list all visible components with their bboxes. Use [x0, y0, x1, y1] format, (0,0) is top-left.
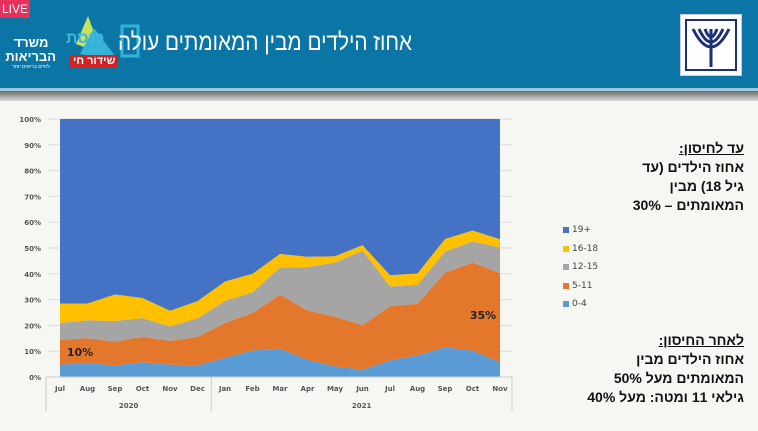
live-broadcast-label: שידור חי — [70, 55, 119, 67]
legend-item: 0-4 — [563, 295, 598, 314]
y-tick-label: 10% — [24, 348, 41, 356]
x-tick-label: Dec — [190, 385, 205, 393]
legend-item: 19+ — [563, 221, 598, 240]
area-series-12-15 — [60, 241, 500, 342]
y-tick-label: 0% — [29, 374, 41, 382]
y-tick-label: 60% — [24, 219, 41, 227]
legend-label: 12-15 — [572, 262, 599, 273]
area-series-0-4 — [60, 347, 500, 377]
header-banner — [0, 0, 758, 88]
x-tick-label: Feb — [245, 385, 259, 393]
page-title-container: אחוז הילדים מבין המאומתים עולה — [118, 28, 412, 60]
legend-swatch — [563, 264, 569, 271]
y-tick-label: 50% — [24, 245, 41, 253]
knesset-channel-logo — [76, 16, 140, 60]
note-after-vaccine: לאחר החיסון: אחוז הילדים מבין המאומתים מ… — [587, 331, 744, 407]
x-tick-label: Aug — [410, 385, 425, 393]
legend-item: 12-15 — [563, 258, 598, 277]
note-line: המאומתים – 30% — [632, 197, 744, 213]
x-tick-label: Nov — [162, 385, 178, 393]
y-tick-label: 90% — [24, 142, 41, 150]
legend-swatch — [563, 245, 569, 252]
data-annotation: 10% — [67, 346, 93, 359]
x-tick-label: Oct — [136, 385, 150, 393]
live-badge: LIVE — [0, 0, 30, 18]
x-tick-label: Nov — [492, 385, 508, 393]
ministry-logo-tagline: לחיים בריאים יותר — [12, 64, 50, 70]
legend-label: 5-11 — [572, 280, 593, 291]
header-divider — [0, 88, 758, 91]
x-tick-label: Apr — [301, 385, 315, 393]
knesset-channel-logo-text: כנסת — [66, 30, 105, 47]
legend-item: 5-11 — [563, 277, 598, 296]
x-tick-label: Mar — [272, 385, 288, 393]
legend-swatch — [563, 301, 569, 308]
x-tick-label: Jul — [384, 385, 395, 393]
legend-label: 16-18 — [572, 243, 599, 254]
note-before-vaccine: עד לחיסון: אחוז הילדים (עד גיל 18) מבין … — [633, 139, 744, 215]
note-line: המאומתים מעל 50% — [613, 370, 744, 386]
legend-swatch — [563, 282, 569, 289]
x-group-label: 2020 — [119, 402, 139, 410]
note-line: אחוז הילדים מבין — [636, 351, 744, 367]
note-line: אחוז הילדים (עד — [642, 159, 744, 175]
area-series-5-11 — [60, 262, 500, 370]
page-title: אחוז הילדים מבין המאומתים עולה — [117, 29, 412, 56]
x-tick-label: Jun — [355, 385, 369, 393]
ministry-of-health-logo: משרד הבריאות לחיים בריאים יותר — [5, 35, 56, 71]
note-line: גיל 18) מבין — [669, 178, 744, 194]
y-tick-label: 30% — [24, 297, 41, 305]
ministry-emblem-icon — [680, 14, 742, 76]
x-tick-label: Sep — [438, 385, 453, 393]
y-tick-label: 40% — [24, 271, 41, 279]
header-shadow — [0, 91, 758, 101]
note-after-heading: לאחר החיסון: — [658, 332, 744, 348]
ministry-logo-text: משרד הבריאות — [5, 35, 56, 64]
y-tick-label: 20% — [24, 322, 41, 330]
data-annotation: 35% — [470, 309, 496, 322]
y-tick-label: 100% — [19, 116, 41, 124]
legend-swatch — [563, 227, 569, 234]
area-series-16-18 — [60, 230, 500, 327]
x-group-label: 2021 — [352, 402, 372, 410]
x-tick-label: Jul — [54, 385, 65, 393]
note-line: גילאי 11 ומטה: מעל 40% — [587, 389, 744, 405]
legend-label: 19+ — [572, 225, 591, 236]
y-tick-label: 70% — [24, 193, 41, 201]
x-tick-label: Sep — [108, 385, 123, 393]
legend-label: 0-4 — [572, 299, 587, 310]
x-tick-label: Oct — [466, 385, 480, 393]
area-series-19+ — [60, 119, 500, 311]
x-tick-label: May — [327, 385, 343, 393]
x-tick-label: Jan — [218, 385, 231, 393]
note-before-heading: עד לחיסון: — [678, 140, 744, 156]
y-tick-label: 80% — [24, 168, 41, 176]
legend-item: 16-18 — [563, 240, 598, 259]
x-tick-label: Aug — [80, 385, 95, 393]
chart-legend: 19+ 16-18 12-15 5-11 0-4 — [563, 221, 598, 314]
stacked-area-chart: 0% 10% 20% 30% 40% 50% 60% 70% 80% 90% 100% Jul Aug S… — [19, 116, 513, 411]
